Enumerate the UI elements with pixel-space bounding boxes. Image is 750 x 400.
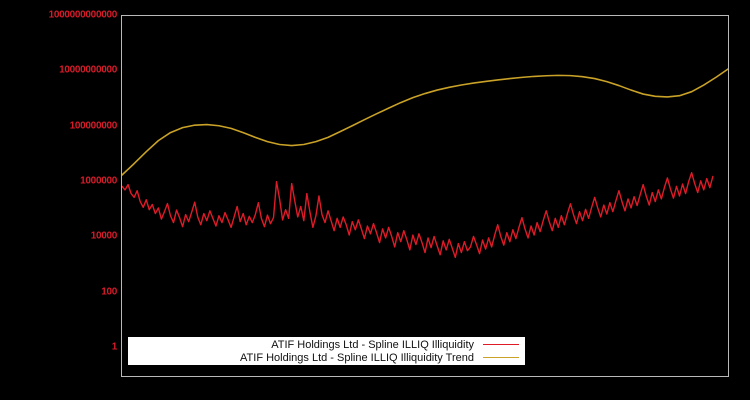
line-swatch-icon: [483, 344, 519, 345]
y-tick-label: 10000000000: [59, 64, 117, 76]
legend-label: ATIF Holdings Ltd - Spline ILLIQ Illiqui…: [240, 351, 474, 364]
y-tick-label: 1: [111, 341, 118, 353]
legend-label: ATIF Holdings Ltd - Spline ILLIQ Illiqui…: [271, 338, 474, 351]
y-axis-tick-labels: 1000000000000 10000000000 100000000 1000…: [0, 0, 118, 400]
y-tick-label: 10000: [90, 230, 118, 242]
trend-line-series: [122, 68, 728, 176]
line-swatch-icon: [483, 357, 519, 358]
legend-entry-illiquidity: ATIF Holdings Ltd - Spline ILLIQ Illiqui…: [132, 338, 519, 351]
y-tick-label: 1000000: [80, 175, 117, 187]
y-tick-label: 100000000: [69, 120, 118, 132]
y-tick-label: 1000000000000: [48, 9, 118, 21]
plot-area: [121, 15, 729, 377]
y-tick-label: 100: [101, 286, 117, 298]
legend: ATIF Holdings Ltd - Spline ILLIQ Illiqui…: [128, 337, 525, 365]
legend-entry-trend: ATIF Holdings Ltd - Spline ILLIQ Illiqui…: [132, 351, 519, 364]
plot-canvas: [122, 68, 728, 259]
illiquidity-line-series: [122, 171, 714, 259]
